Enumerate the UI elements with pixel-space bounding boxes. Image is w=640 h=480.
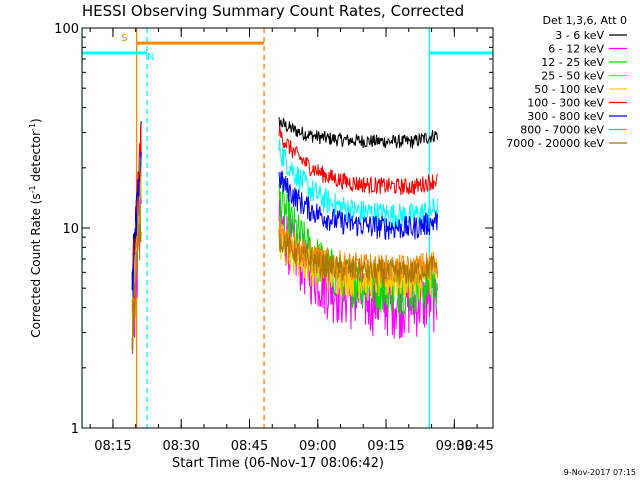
legend-label-1: 6 - 12 keV [548,43,604,56]
series-line-post-8 [278,229,438,286]
series-line-pre-6 [131,151,142,299]
x-tick-label: 09:15 [367,439,404,454]
chart-title: HESSI Observing Summary Count Rates, Cor… [82,2,464,20]
flag-label-n: N [147,52,154,63]
y-tick-label: 1 [71,422,79,437]
series-line-post-3 [278,138,438,229]
flag-label-s: S [121,33,127,44]
legend-label-2: 12 - 25 keV [541,56,604,69]
x-tick-label: 09:30 [436,439,473,454]
x-axis-label: Start Time (06-Nov-17 08:06:42) [172,456,384,471]
series-line-post-5 [278,126,438,196]
x-tick-label: 09:00 [299,439,336,454]
y-tick-label: 100 [54,22,79,37]
legend-title: Det 1,3,6, Att 0 [543,14,627,27]
legend-label-3: 25 - 50 keV [541,70,604,83]
series-line-post-6 [278,170,438,241]
legend-label-8: 7000 - 20000 keV [506,137,604,150]
timestamp-label: 9-Nov-2017 07:15 [564,468,636,477]
series-line-pre-8 [131,203,142,354]
legend-label-5: 100 - 300 keV [527,97,604,110]
x-tick-label: 08:30 [162,439,199,454]
plot-area: NS [82,28,493,428]
legend-label-6: 300 - 800 keV [527,110,604,123]
legend-label-7: 800 - 7000 keV [520,124,604,137]
x-tick-label: 08:15 [94,439,131,454]
x-tick-label: 09:45 [456,439,493,454]
legend-label-4: 50 - 100 keV [534,83,604,96]
y-axis: 1 10 100 [54,22,493,437]
y-axis-label: Corrected Count Rate (s-1 detector-1) [28,118,43,337]
series-line-post-0 [278,117,438,149]
legend-label-0: 3 - 6 keV [555,29,604,42]
x-tick-label: 08:45 [231,439,268,454]
y-tick-label: 10 [62,222,79,237]
